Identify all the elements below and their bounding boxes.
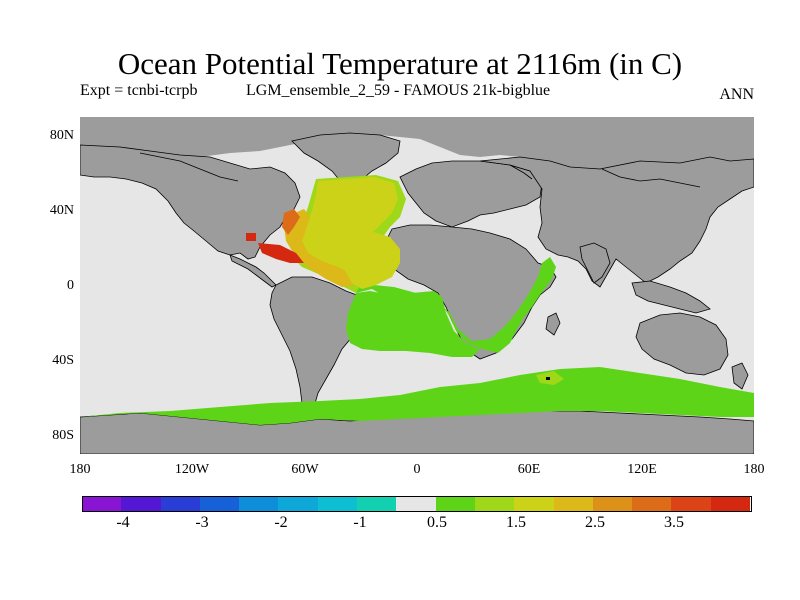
central-america-land — [229, 254, 277, 288]
arctic-land — [80, 117, 754, 169]
colorbar-label: -2 — [274, 514, 288, 531]
india-land — [579, 242, 611, 284]
caribbean-band-4p0 — [258, 243, 304, 263]
tropical-atlantic-band-2p0 — [342, 231, 400, 289]
lat-label-40n: 40N — [49, 203, 74, 218]
colorbar-segment — [239, 496, 279, 512]
colorbar-segment — [278, 496, 319, 512]
colorbar-label: -3 — [195, 514, 209, 531]
colorbar-segment — [553, 496, 594, 512]
lon-label-120w: 120W — [174, 462, 210, 477]
greenland-land — [291, 132, 401, 190]
ensemble-label: LGM_ensemble_2_59 - FAMOUS 21k-bigblue — [246, 82, 551, 99]
atlantic-band-3p5 — [282, 209, 300, 235]
southern-ocean-band-1p0 — [80, 367, 754, 425]
australia-land — [635, 312, 729, 376]
colorbar-segment — [199, 496, 240, 512]
lon-label-0: 0 — [413, 462, 421, 477]
colorbar-segment — [632, 496, 672, 512]
madagascar-land — [545, 312, 561, 336]
colorbar-segment — [592, 496, 633, 512]
south-america-land — [269, 276, 371, 418]
lon-label-60w: 60W — [291, 462, 319, 477]
lon-label-180w: 180 — [69, 462, 91, 477]
south-atlantic-mid-band-1p0 — [346, 291, 480, 357]
lon-label-180e: 180 — [743, 462, 765, 477]
south-atlantic-band-1p0 — [356, 257, 556, 353]
season-label: ANN — [719, 86, 754, 103]
colorbar-segment — [435, 496, 476, 512]
lat-label-80s: 80S — [52, 428, 74, 443]
colorbar-label: -1 — [353, 514, 367, 531]
experiment-label: Expt = tcnbi-tcrpb — [80, 82, 198, 99]
colorbar-label: 2.5 — [585, 514, 605, 531]
map-title: Ocean Potential Temperature at 2116m (in… — [117, 46, 683, 81]
colorbar-label: 1.5 — [506, 514, 526, 531]
europe-land — [399, 160, 543, 228]
atlantic-band-2p0 — [302, 177, 398, 271]
maritime-continent-land — [631, 280, 711, 314]
colorbar-segment — [671, 496, 712, 512]
colorbar-segment — [317, 496, 358, 512]
kerguelen-cell — [546, 377, 550, 380]
lat-label-80n: 80N — [49, 128, 74, 143]
new-zealand-land — [731, 362, 749, 390]
colorbar-segment — [121, 496, 162, 512]
gulf-cell-4p0 — [246, 233, 256, 241]
lat-label-equator: 0 — [67, 278, 74, 293]
asia-land — [479, 156, 754, 288]
colorbar-segment — [474, 496, 515, 512]
colorbar-label: 3.5 — [664, 514, 684, 531]
colorbar-label: 0.5 — [427, 514, 447, 531]
colorbar-segment — [396, 496, 437, 512]
lon-label-60e: 60E — [517, 462, 541, 477]
colorbar — [82, 496, 752, 512]
colorbar-label: -4 — [116, 514, 130, 531]
atlantic-band-2p5 — [284, 209, 356, 287]
colorbar-segment — [514, 496, 555, 512]
lon-label-120e: 120E — [627, 462, 657, 477]
colorbar-segment — [160, 496, 201, 512]
colorbar-segment — [82, 496, 122, 512]
colorbar-segment — [357, 496, 397, 512]
coastline-strokes — [139, 152, 701, 188]
north-america-land — [80, 144, 301, 260]
colorbar-segment — [710, 496, 751, 512]
lat-label-40s: 40S — [52, 353, 74, 368]
temperature-map — [80, 117, 754, 454]
